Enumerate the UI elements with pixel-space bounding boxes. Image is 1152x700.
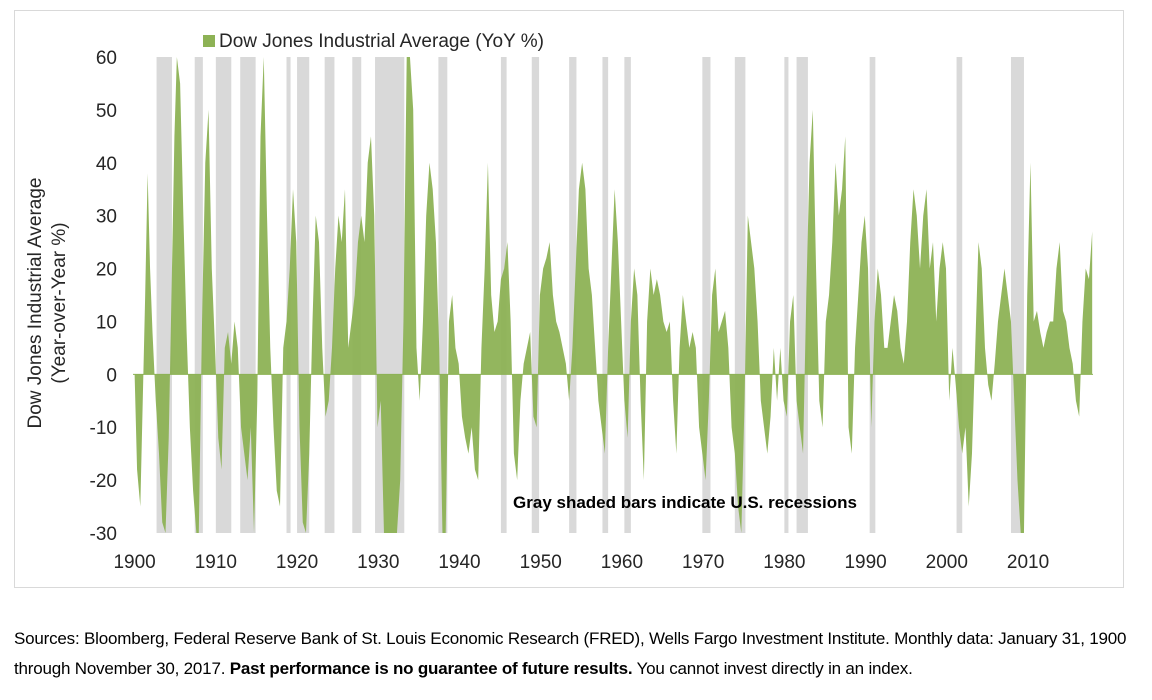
recession-bar — [624, 57, 631, 533]
recession-bar — [215, 57, 232, 533]
x-tick-label: 1960 — [601, 552, 643, 573]
series-area-dow-yoy — [134, 57, 1093, 533]
recession-bar — [194, 57, 203, 533]
x-tick-label: 1980 — [763, 552, 805, 573]
x-tick-label: 2000 — [926, 552, 968, 573]
recession-bar — [956, 57, 963, 533]
recession-bar — [438, 57, 448, 533]
y-tick-label: 30 — [96, 207, 117, 228]
y-tick-label: -20 — [90, 471, 117, 492]
y-axis-title-line1: Dow Jones Industrial Average — [25, 177, 46, 428]
y-tick-label: 0 — [106, 365, 117, 386]
x-tick-label: 1900 — [113, 552, 155, 573]
x-tick-label: 1920 — [276, 552, 318, 573]
x-tick-label: 1950 — [520, 552, 562, 573]
legend-swatch — [203, 35, 215, 47]
footnote-line1: Sources: Bloomberg, Federal Reserve Bank… — [14, 629, 1127, 648]
recession-bar — [602, 57, 609, 533]
recession-bar — [796, 57, 808, 533]
series-area-group — [133, 57, 1093, 533]
source-footnote: Sources: Bloomberg, Federal Reserve Bank… — [14, 624, 1139, 684]
y-tick-label: -10 — [90, 418, 117, 439]
recession-bar — [869, 57, 876, 533]
y-axis-title: Dow Jones Industrial Average (Year-over-… — [25, 177, 70, 428]
y-tick-label: 10 — [96, 312, 117, 333]
recession-bar — [569, 57, 577, 533]
recession-bar — [734, 57, 746, 533]
legend-label: Dow Jones Industrial Average (YoY %) — [219, 31, 544, 52]
footnote-line2-end: You cannot invest directly in an index. — [632, 659, 913, 678]
recession-bar — [324, 57, 335, 533]
recession-bar — [702, 57, 711, 533]
footnote-line2-start: through November 30, 2017. — [14, 659, 230, 678]
x-tick-label: 1970 — [682, 552, 724, 573]
x-tick-label: 1990 — [844, 552, 886, 573]
chart-frame: 1900 1910 1920 1930 1940 1950 1960 1970 1980 1990… — [14, 10, 1124, 588]
x-tick-label: 1910 — [195, 552, 237, 573]
y-tick-label: 60 — [96, 48, 117, 69]
x-tick-label: 1930 — [357, 552, 399, 573]
x-axis-ticks: 1900 1910 1920 1930 1940 1950 1960 1970 1980 1990… — [113, 552, 1049, 573]
y-tick-label: 40 — [96, 154, 117, 175]
recession-annotation: Gray shaded bars indicate U.S. recession… — [513, 493, 857, 512]
y-tick-label: 20 — [96, 260, 117, 281]
y-axis-ticks: 60 50 40 30 20 10 0 -10 -20 -30 — [90, 48, 117, 545]
x-tick-label: 1940 — [438, 552, 480, 573]
recession-bar — [531, 57, 540, 533]
legend: Dow Jones Industrial Average (YoY %) — [203, 31, 544, 52]
dow-yoy-chart: 1900 1910 1920 1930 1940 1950 1960 1970 1980 1990… — [25, 31, 1093, 573]
recession-bar — [784, 57, 789, 533]
footnote-disclaimer: Past performance is no guarantee of futu… — [229, 659, 633, 678]
footnote-line2: through November 30, 2017. Past performa… — [14, 654, 1139, 684]
y-tick-label: 50 — [96, 101, 117, 122]
x-tick-label: 2010 — [1007, 552, 1049, 573]
y-axis-title-line2: (Year-over-Year %) — [49, 222, 70, 383]
y-tick-label: -30 — [90, 524, 117, 545]
